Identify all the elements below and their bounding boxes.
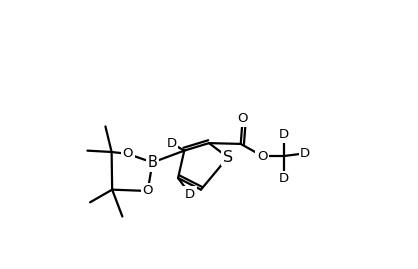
Text: D: D <box>185 188 195 201</box>
Text: D: D <box>279 172 289 185</box>
Text: O: O <box>237 112 248 125</box>
Text: B: B <box>148 155 158 170</box>
Text: D: D <box>166 137 176 150</box>
Text: O: O <box>143 185 153 197</box>
Text: O: O <box>122 147 133 160</box>
Text: S: S <box>223 150 233 165</box>
Text: O: O <box>257 150 268 162</box>
Text: D: D <box>300 147 310 160</box>
Text: D: D <box>279 128 289 141</box>
